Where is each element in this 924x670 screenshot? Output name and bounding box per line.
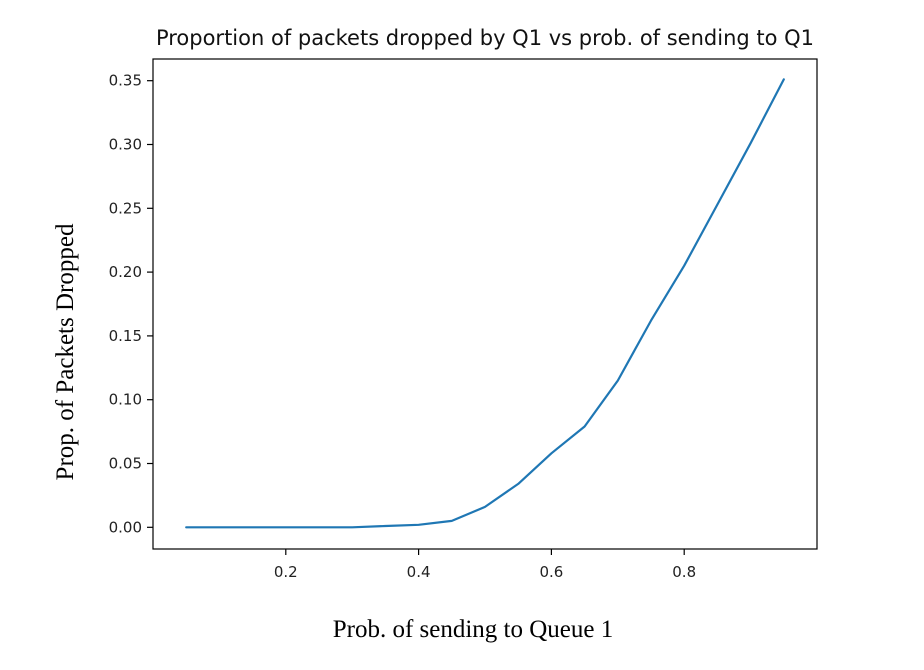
series-line bbox=[185, 78, 785, 529]
y-tick-label: 0.25 bbox=[109, 199, 142, 217]
chart-title: Proportion of packets dropped by Q1 vs p… bbox=[156, 26, 814, 50]
plot-frame bbox=[152, 58, 818, 550]
y-tick-label: 0.35 bbox=[109, 72, 142, 90]
x-tick-label: 0.2 bbox=[274, 563, 298, 581]
x-axis: 0.2 0.4 0.6 0.8 bbox=[274, 549, 696, 581]
y-axis-label: Prop. of Packets Dropped bbox=[52, 223, 79, 480]
y-tick-label: 0.10 bbox=[109, 391, 142, 409]
x-axis-label: Prob. of sending to Queue 1 bbox=[333, 616, 614, 643]
y-tick-label: 0.30 bbox=[109, 135, 142, 153]
y-tick-label: 0.00 bbox=[109, 518, 142, 536]
y-tick-label: 0.05 bbox=[109, 455, 142, 473]
series-layer bbox=[185, 78, 785, 529]
x-tick-label: 0.4 bbox=[407, 563, 431, 581]
y-tick-label: 0.15 bbox=[109, 327, 142, 345]
x-tick-label: 0.8 bbox=[672, 563, 696, 581]
x-tick-label: 0.6 bbox=[539, 563, 563, 581]
y-tick-label: 0.20 bbox=[109, 263, 142, 281]
y-axis: 0.00 0.05 0.10 0.15 0.20 0.25 0.30 0.35 bbox=[109, 72, 153, 536]
